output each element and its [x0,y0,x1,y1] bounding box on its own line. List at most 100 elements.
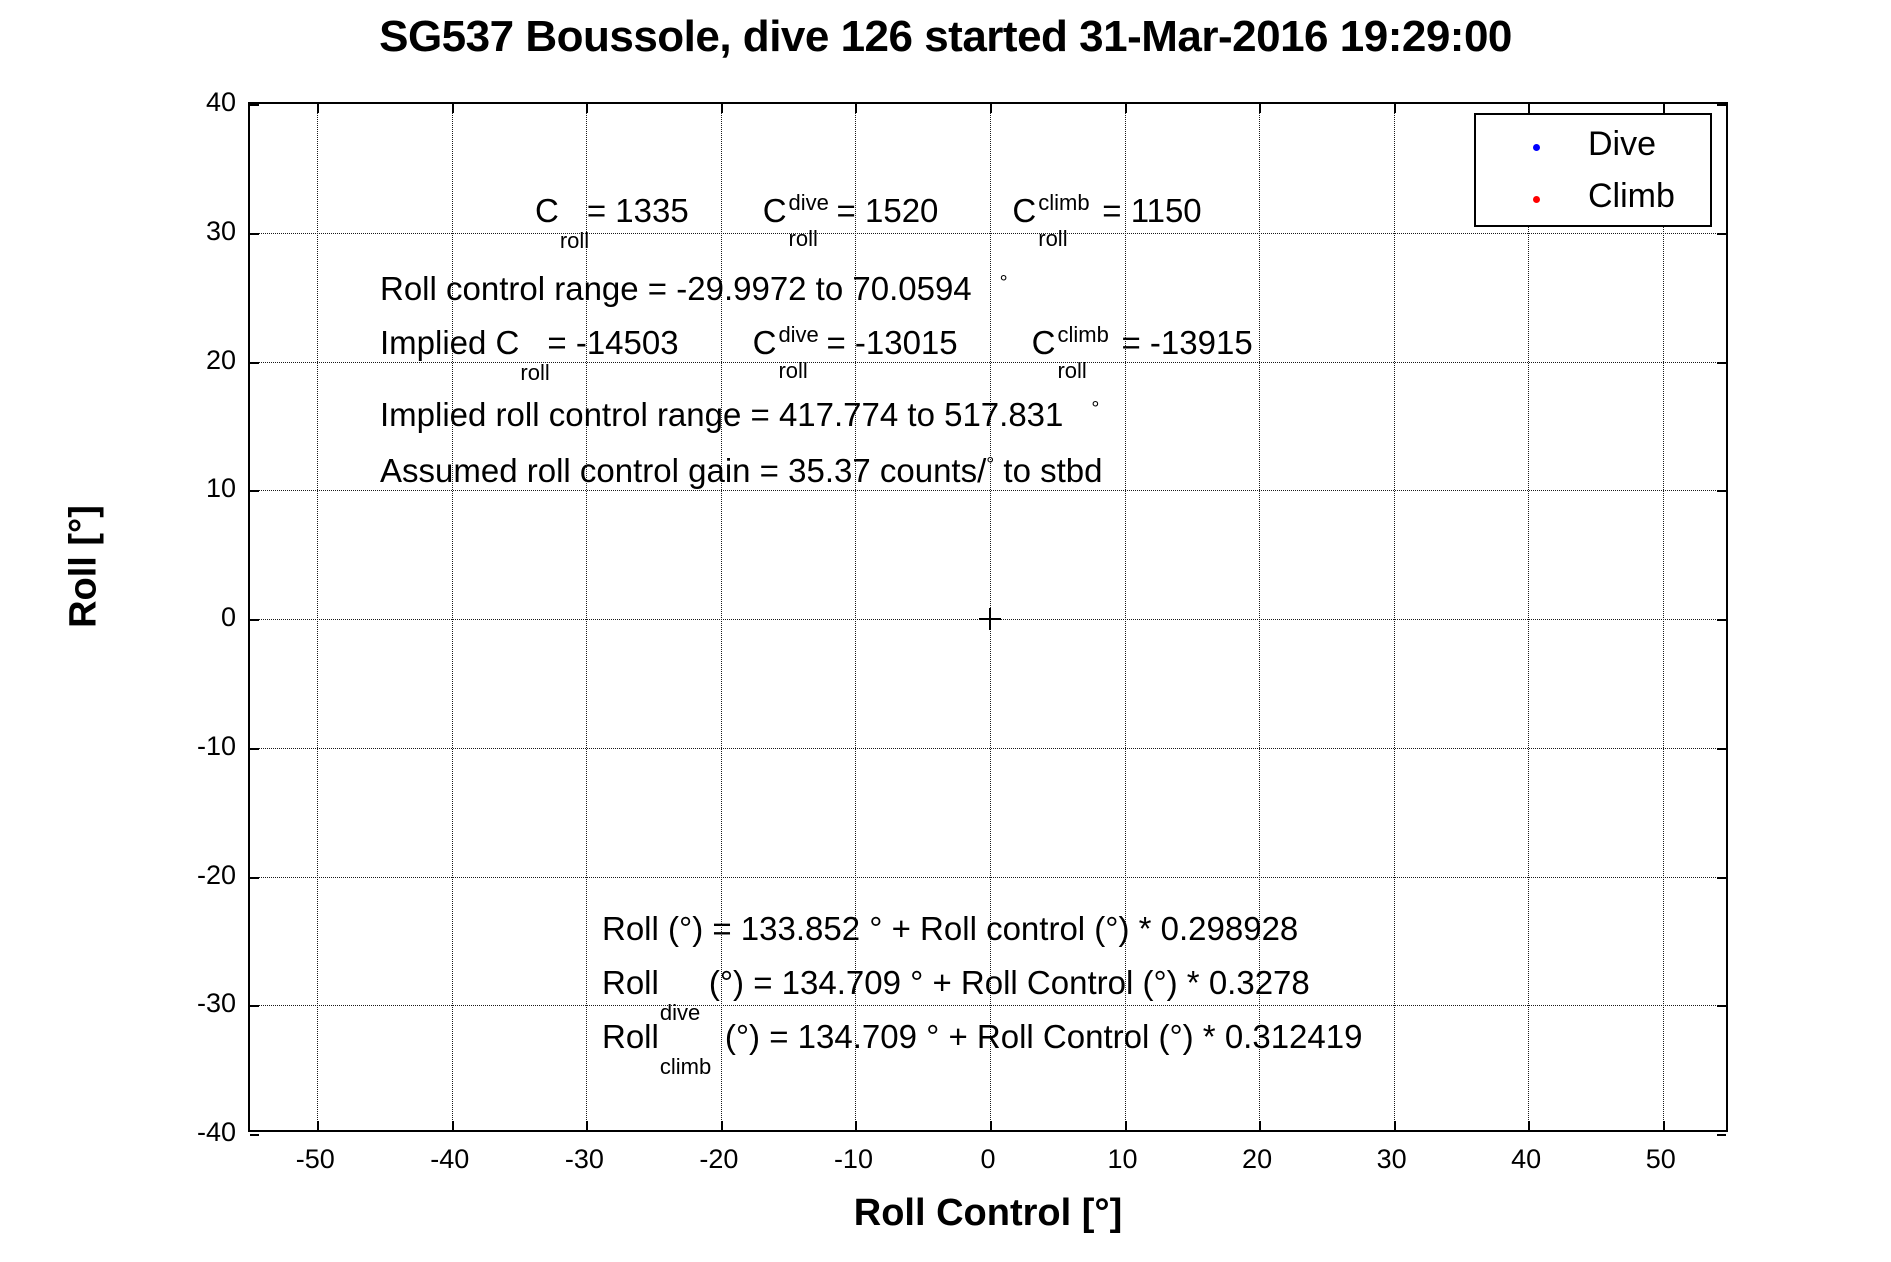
x-tick-mark [1662,104,1665,113]
y-tick-mark [250,232,259,235]
origin-cross-marker [979,608,1001,630]
assumed-gain-prefix: Assumed roll control gain = 35.37 counts… [380,452,987,489]
x-tick-mark [1259,104,1262,113]
y-tick-mark [250,619,259,621]
implied-c-roll-symbol: Implied C [380,324,520,361]
c-roll-subscript: roll [559,228,590,253]
x-tick-label: -50 [295,1144,335,1174]
x-tick-mark [317,104,320,113]
implied-c-climb-symbol: C [1031,324,1056,361]
y-axis-label: Roll [°] [62,505,105,628]
c-dive-subscript: roll [788,226,818,251]
y-tick-label: 20 [205,344,236,375]
x-tick-label: -30 [564,1144,604,1174]
eq-dive-subscript: dive [659,1000,701,1025]
x-tick-mark [451,1121,454,1130]
x-tick-mark [451,104,454,113]
y-tick-mark [250,747,259,750]
y-tick-label: 0 [220,602,236,632]
y-tick-label: -30 [196,988,236,1019]
grid-line-vertical [1393,104,1395,1130]
implied-c-dive-superscript: dive [778,322,819,347]
y-tick-mark [250,490,259,493]
c-dive-symbol: C [762,192,787,229]
annotation-equation-roll-dive: Roll dive (°) = 134.709 ° + Roll Control (… [602,964,1310,1024]
x-tick-mark [586,104,589,113]
x-tick-label: 30 [1376,1144,1407,1174]
legend-item-climb[interactable]: Climb [1476,174,1710,224]
implied-roll-control-range-text: Implied roll control range = 417.774 to … [380,396,1064,433]
x-tick-mark [1124,1121,1127,1130]
annotation-implied-roll-control-range: Implied roll control range = 417.774 to … [380,398,1099,431]
legend-item-dive[interactable]: Dive [1476,122,1710,172]
eq-dive-rest: (°) = 134.709 ° + Roll Control (°) * 0.3… [708,964,1310,1001]
y-tick-label: 10 [205,473,236,504]
grid-line-vertical [1124,104,1126,1130]
y-tick-mark [1717,104,1726,106]
grid-line-horizontal [250,1005,1726,1007]
y-tick-mark [1717,232,1726,235]
grid-line-vertical [1259,104,1261,1130]
c-climb-superscript: climb [1038,190,1090,215]
chart-title: SG537 Boussole, dive 126 started 31-Mar-… [379,12,1512,61]
x-tick-label: 10 [1107,1144,1138,1174]
legend[interactable]: Dive Climb [1474,113,1712,227]
y-tick-mark [1717,876,1726,879]
annotation-equation-roll-climb: Roll climb (°) = 134.709 ° + Roll Control … [602,1018,1363,1078]
x-tick-mark [317,1121,320,1130]
grid-line-vertical [1662,104,1664,1130]
x-tick-mark [1259,1121,1262,1130]
x-tick-mark [1393,104,1396,113]
annotation-assumed-gain: Assumed roll control gain = 35.37 counts… [380,454,1103,487]
x-tick-label: -10 [833,1144,873,1174]
x-tick-mark [1662,1121,1665,1130]
x-tick-mark [990,104,992,113]
legend-label: Climb [1588,177,1675,215]
x-tick-mark [855,104,858,113]
roll-control-range-text: Roll control range = -29.9972 to 70.0594 [380,270,972,307]
y-tick-mark [250,1005,259,1008]
implied-c-climb-superscript: climb [1057,322,1109,347]
equation-roll-text: Roll (°) = 133.852 ° + Roll control (°) … [602,910,1299,947]
x-tick-mark [1528,1121,1531,1130]
implied-c-climb-value: = -13915 [1121,324,1253,361]
legend-marker-icon [1533,196,1540,203]
c-dive-superscript: dive [788,190,829,215]
y-tick-label: -40 [196,1117,236,1147]
y-tick-mark [250,361,259,364]
y-tick-mark [1717,747,1726,750]
y-tick-mark [1717,1134,1726,1136]
grid-line-vertical [720,104,722,1130]
c-roll-symbol: C [535,192,559,229]
y-tick-label: -20 [196,859,236,890]
x-tick-mark [855,1121,858,1130]
y-tick-label: -10 [196,730,236,761]
c-climb-symbol: C [1012,192,1037,229]
implied-c-dive-subscript: roll [778,358,808,383]
c-climb-value: = 1150 [1102,192,1202,229]
eq-climb-rest: (°) = 134.709 ° + Roll Control (°) * 0.3… [724,1018,1363,1055]
x-tick-label: 40 [1511,1144,1542,1174]
x-tick-mark [720,104,723,113]
y-tick-mark [250,104,259,106]
grid-line-horizontal [250,490,1726,492]
implied-c-climb-subscript: roll [1057,358,1087,383]
y-tick-mark [250,1134,259,1136]
eq-dive-head: Roll [602,964,659,1001]
c-climb-subscript: roll [1038,226,1068,251]
implied-c-dive-symbol: C [752,324,777,361]
grid-line-vertical [317,104,319,1130]
x-tick-label: 0 [980,1144,996,1174]
x-tick-label: 50 [1645,1144,1676,1174]
grid-line-horizontal [250,361,1726,363]
grid-line-vertical [451,104,453,1130]
grid-line-vertical [1528,104,1530,1130]
x-tick-mark [720,1121,723,1130]
degree-icon: ° [1091,398,1100,420]
legend-label: Dive [1588,125,1657,163]
x-tick-mark [1124,104,1127,113]
